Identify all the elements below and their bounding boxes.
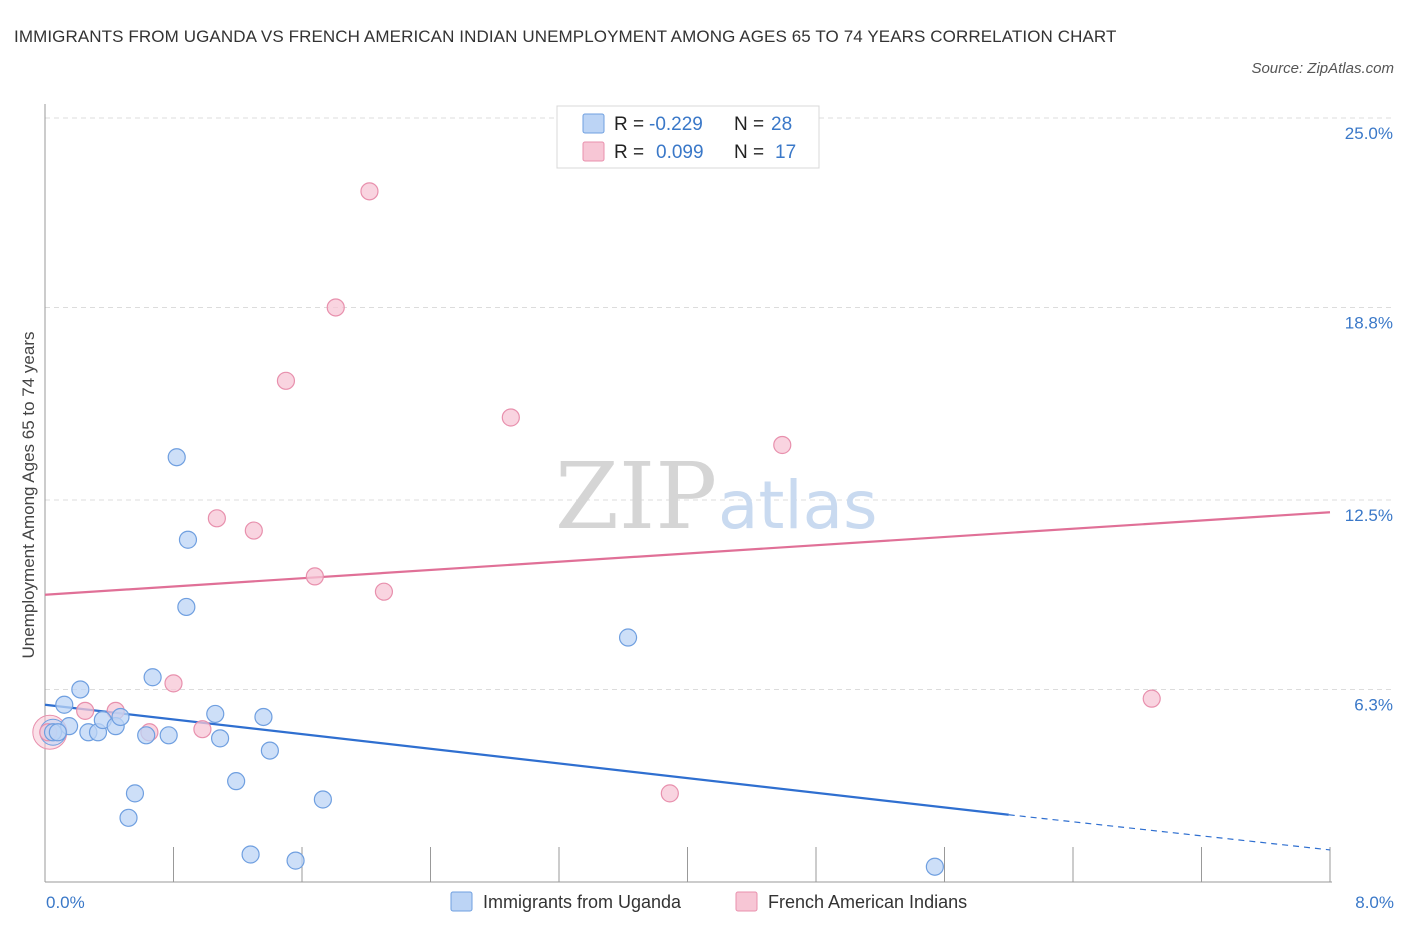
- data-point-uganda: [260, 741, 279, 760]
- y-tick-label: 25.0%: [1345, 124, 1393, 143]
- y-tick-labels: 6.3% 12.5% 18.8% 25.0%: [1345, 124, 1393, 714]
- legend-box: R = -0.229 N = 28 R = 0.099 N = 17: [556, 105, 820, 169]
- legend-swatch-pink: [582, 141, 605, 162]
- watermark-zip: ZIP: [555, 443, 717, 550]
- data-point-uganda: [55, 695, 74, 714]
- data-point-uganda: [210, 729, 230, 748]
- data-point-french-american-indians: [164, 674, 183, 693]
- legend-n-value-1: 28: [771, 114, 792, 135]
- bottom-legend-label-uganda: Immigrants from Uganda: [483, 892, 682, 912]
- data-point-french-american-indians: [1142, 689, 1161, 708]
- data-point-uganda: [177, 597, 196, 617]
- chart-title: IMMIGRANTS FROM UGANDA VS FRENCH AMERICA…: [14, 27, 1117, 46]
- data-point-uganda: [48, 723, 67, 742]
- data-point-uganda: [159, 726, 178, 745]
- data-point-french-american-indians: [244, 521, 263, 540]
- y-tick-label: 6.3%: [1354, 695, 1393, 714]
- data-point-french-american-indians: [326, 298, 345, 317]
- y-axis-label: Unemployment Among Ages 65 to 74 years: [19, 332, 38, 659]
- y-tick-label: 12.5%: [1345, 506, 1393, 525]
- trend-line-uganda-extension: [1008, 814, 1331, 851]
- data-point-french-american-indians: [501, 408, 520, 427]
- legend-n-label-1: N =: [734, 114, 764, 135]
- data-point-uganda: [925, 857, 944, 876]
- legend-r-label-2: R =: [614, 142, 644, 163]
- data-point-french-american-indians: [276, 371, 296, 390]
- bottom-legend: Immigrants from Uganda French American I…: [450, 891, 967, 912]
- gridlines: [45, 117, 1395, 690]
- x-tick-label-max: 8.0%: [1355, 893, 1394, 912]
- y-tick-label: 18.8%: [1345, 313, 1393, 332]
- legend-r-value-1: -0.229: [649, 114, 703, 135]
- data-point-french-american-indians: [374, 582, 394, 601]
- data-point-uganda: [313, 790, 332, 809]
- data-point-uganda: [137, 726, 156, 745]
- data-point-uganda: [125, 784, 145, 803]
- data-point-uganda: [618, 628, 638, 647]
- watermark: ZIP atlas: [555, 443, 878, 550]
- trend-line-french-american-indians: [44, 511, 1331, 596]
- data-point-uganda: [241, 845, 260, 864]
- axes: [44, 104, 1332, 883]
- bottom-legend-swatch-blue: [450, 891, 473, 912]
- data-point-uganda: [143, 668, 162, 687]
- source-credit: Source: ZipAtlas.com: [1251, 60, 1394, 77]
- bottom-legend-swatch-pink: [735, 891, 758, 912]
- data-point-french-american-indians: [305, 567, 324, 586]
- legend-r-value-2: 0.099: [656, 142, 704, 163]
- legend-r-label-1: R =: [614, 114, 644, 135]
- data-point-french-american-indians: [76, 701, 95, 720]
- data-point-french-american-indians: [360, 182, 379, 201]
- legend-n-value-2: 17: [775, 142, 796, 163]
- data-point-uganda: [206, 704, 225, 724]
- data-point-uganda: [111, 707, 130, 727]
- bottom-legend-label-french-american-indians: French American Indians: [768, 892, 967, 912]
- data-point-french-american-indians: [660, 784, 679, 803]
- data-points: [32, 182, 1161, 876]
- data-point-uganda: [254, 707, 273, 727]
- data-point-uganda: [119, 808, 138, 827]
- data-point-french-american-indians: [207, 509, 226, 528]
- legend-n-label-2: N =: [734, 142, 764, 163]
- data-point-uganda: [178, 530, 198, 549]
- x-tick-label-min: 0.0%: [46, 893, 85, 912]
- legend-swatch-blue: [582, 113, 605, 134]
- data-point-uganda: [167, 448, 186, 467]
- data-point-uganda: [227, 772, 246, 791]
- trend-lines: [44, 511, 1331, 851]
- trend-line-uganda: [44, 703, 1009, 816]
- data-point-uganda: [71, 680, 90, 699]
- data-point-french-american-indians: [193, 720, 212, 739]
- data-point-uganda: [286, 851, 305, 870]
- data-point-french-american-indians: [773, 435, 792, 455]
- watermark-atlas: atlas: [718, 467, 878, 544]
